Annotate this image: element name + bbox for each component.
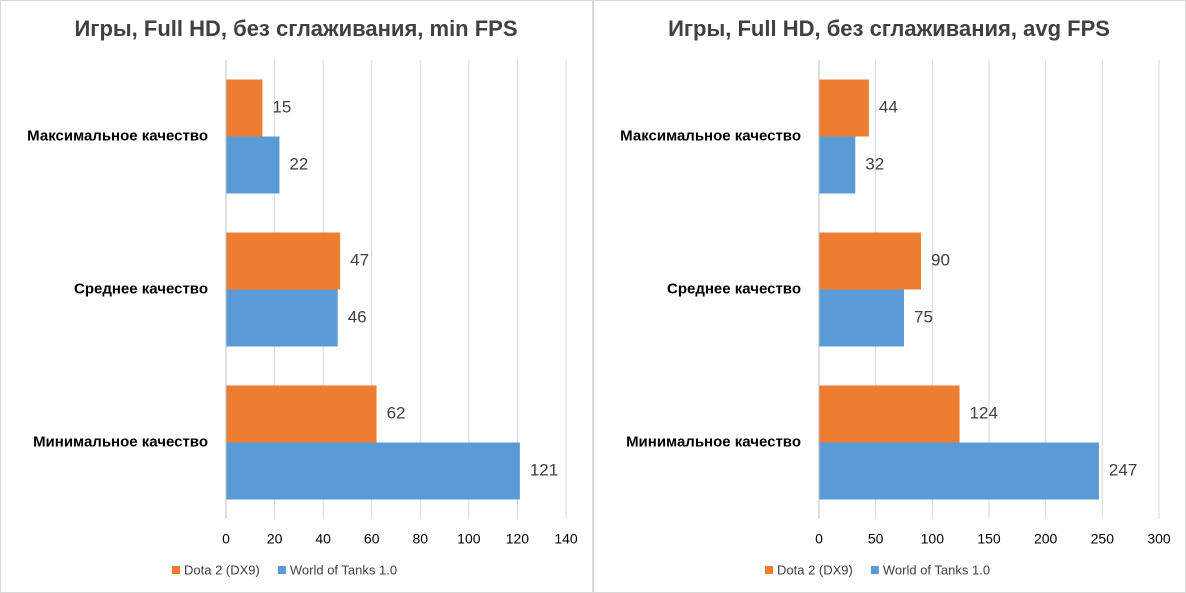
category-label: Минимальное качество	[626, 433, 801, 450]
category-label: Максимальное качество	[27, 127, 208, 144]
value-label: 62	[387, 403, 406, 422]
legend-label: World of Tanks 1.0	[290, 562, 397, 577]
value-label: 47	[350, 250, 369, 269]
bar	[819, 136, 856, 194]
bar	[226, 136, 280, 194]
value-label: 22	[289, 154, 308, 173]
chart-title: Игры, Full HD, без сглаживания, avg FPS	[668, 16, 1110, 41]
value-label: 46	[348, 307, 367, 326]
bar	[819, 79, 869, 137]
value-label: 247	[1109, 460, 1137, 479]
x-tick-label: 150	[977, 531, 1001, 547]
legend-label: Dota 2 (DX9)	[184, 562, 260, 577]
bar	[226, 442, 520, 500]
bar	[226, 232, 341, 290]
bar	[819, 232, 921, 290]
value-label: 32	[865, 154, 884, 173]
value-label: 75	[914, 307, 933, 326]
bar	[226, 385, 377, 443]
category-label: Среднее качество	[74, 280, 208, 297]
category-label: Максимальное качество	[620, 127, 801, 144]
value-label: 44	[879, 97, 898, 116]
legend-label: World of Tanks 1.0	[883, 562, 990, 577]
value-label: 90	[931, 250, 950, 269]
x-tick-label: 60	[364, 531, 380, 547]
x-tick-label: 100	[457, 531, 481, 547]
value-label: 124	[970, 403, 998, 422]
legend-label: Dota 2 (DX9)	[777, 562, 853, 577]
x-tick-label: 80	[412, 531, 428, 547]
bar	[819, 442, 1099, 500]
x-tick-label: 140	[554, 531, 578, 547]
bar	[819, 289, 904, 347]
bar	[226, 79, 263, 137]
x-tick-label: 250	[1091, 531, 1115, 547]
value-label: 15	[272, 97, 291, 116]
value-label: 121	[530, 460, 558, 479]
category-label: Среднее качество	[667, 280, 801, 297]
bar	[226, 289, 338, 347]
legend-swatch	[765, 566, 773, 574]
chart-title: Игры, Full HD, без сглаживания, min FPS	[74, 16, 517, 41]
bar	[819, 385, 960, 443]
x-tick-label: 20	[267, 531, 283, 547]
x-tick-label: 0	[815, 531, 823, 547]
x-tick-label: 300	[1147, 531, 1171, 547]
x-tick-label: 200	[1034, 531, 1058, 547]
legend-swatch	[172, 566, 180, 574]
x-tick-label: 40	[315, 531, 331, 547]
x-tick-label: 0	[222, 531, 230, 547]
x-tick-label: 120	[506, 531, 530, 547]
category-label: Минимальное качество	[33, 433, 208, 450]
x-tick-label: 50	[868, 531, 884, 547]
x-tick-label: 100	[921, 531, 945, 547]
legend-swatch	[277, 566, 286, 574]
legend-swatch	[870, 566, 879, 574]
